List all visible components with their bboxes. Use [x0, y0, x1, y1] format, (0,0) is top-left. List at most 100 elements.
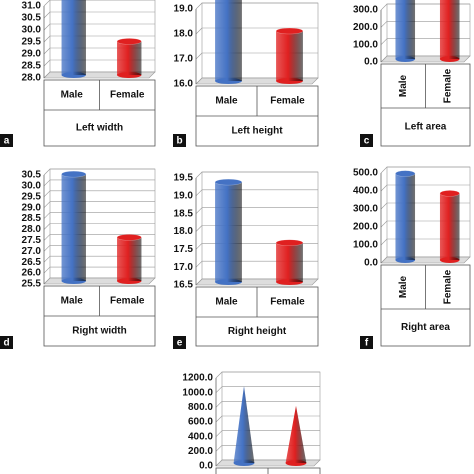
y-tick-label: 28.0	[22, 224, 42, 235]
bar	[117, 237, 142, 281]
grid-line-side	[43, 212, 51, 219]
grid-line-side	[215, 459, 223, 467]
grid-line-side	[380, 55, 388, 63]
y-tick-label: 27.5	[22, 235, 42, 246]
x-tick-label: Female	[110, 90, 145, 101]
y-tick-label: 300.0	[353, 204, 378, 215]
panel-label-box	[173, 134, 186, 147]
grid-line-side	[43, 277, 51, 285]
bar	[439, 0, 460, 59]
y-tick-label: 28.0	[22, 73, 42, 84]
grid-line-side	[195, 207, 203, 214]
bar-top	[214, 178, 243, 186]
grid-line-side	[380, 21, 388, 28]
grid-line-side	[215, 401, 223, 408]
grid-line-side	[215, 430, 223, 437]
y-tick-label: 30.0	[22, 25, 42, 36]
panel-label-box	[360, 336, 373, 349]
grid-line-side	[43, 245, 51, 252]
grid-line-side	[380, 220, 388, 228]
y-tick-label: 28.5	[22, 61, 42, 72]
grid-line-side	[195, 2, 203, 10]
grid-line-side	[43, 0, 51, 7]
bar-top	[61, 170, 87, 178]
y-tick-label: 0.0	[199, 461, 213, 472]
grid-line-side	[215, 386, 223, 393]
y-tick-label: 19.5	[174, 173, 194, 184]
grid-line-side	[195, 27, 203, 35]
y-tick-label: 18.5	[174, 208, 194, 219]
y-tick-label: 19.0	[174, 190, 194, 201]
y-tick-label: 0.0	[364, 258, 378, 269]
bar-top	[275, 239, 304, 247]
y-tick-label: 29.5	[22, 191, 42, 202]
y-tick-label: 19.0	[174, 4, 194, 15]
panel-label: e	[177, 338, 183, 349]
grid-line-side	[380, 38, 388, 45]
grid-line-side	[43, 266, 51, 274]
bar	[61, 0, 86, 75]
cone	[233, 386, 255, 463]
y-tick-label: 17.0	[174, 262, 194, 273]
grid-line-side	[215, 371, 223, 379]
panel-title: Left width	[76, 123, 123, 134]
bar-top	[439, 190, 460, 197]
grid-line-side	[43, 190, 51, 198]
grid-line-side	[43, 23, 51, 31]
cone	[285, 405, 307, 463]
y-tick-label: 27.0	[22, 246, 42, 257]
y-tick-label: 16.5	[174, 280, 194, 291]
y-tick-label: 17.0	[174, 54, 194, 65]
y-tick-label: 800.0	[188, 402, 213, 413]
y-tick-label: 30.5	[22, 13, 42, 24]
x-tick-label: Female	[442, 269, 453, 304]
y-tick-label: 16.0	[174, 79, 194, 90]
y-tick-label: 400.0	[188, 431, 213, 442]
x-tick-label: Male	[215, 297, 238, 308]
grid-line-side	[43, 223, 51, 230]
y-tick-label: 17.5	[174, 244, 194, 255]
panel-label-box	[173, 336, 186, 349]
x-tick-label: Female	[442, 68, 453, 103]
grid-line-side	[43, 234, 51, 241]
panel-title: Left height	[231, 126, 283, 137]
bar-top	[116, 38, 142, 45]
grid-line-side	[43, 201, 51, 208]
y-tick-label: 25.5	[22, 279, 42, 290]
grid-line-side	[195, 77, 203, 85]
grid-line-side	[195, 278, 203, 286]
grid-line-side	[43, 11, 51, 19]
bar	[117, 41, 142, 75]
y-tick-label: 100.0	[353, 240, 378, 251]
grid-line-side	[195, 171, 203, 179]
y-tick-label: 1000.0	[182, 387, 213, 398]
panel-title: Left area	[405, 122, 447, 133]
grid-line-side	[195, 243, 203, 250]
grid-line-side	[215, 445, 223, 452]
panel-label: c	[364, 136, 370, 147]
bar	[61, 174, 86, 281]
x-tick-label: Male	[398, 275, 409, 298]
bar-top	[275, 27, 304, 35]
grid-line-side	[43, 59, 51, 67]
y-tick-label: 200.0	[353, 222, 378, 233]
panel-title: Right area	[401, 322, 450, 333]
y-tick-label: 31.0	[22, 1, 42, 12]
bar-top	[395, 170, 416, 177]
panel-label: d	[3, 338, 9, 349]
y-tick-label: 400.0	[353, 186, 378, 197]
panel-title: Right height	[228, 326, 287, 337]
bar	[215, 182, 242, 282]
panel-label: b	[176, 136, 182, 147]
y-tick-label: 18.0	[174, 226, 194, 237]
y-tick-label: 29.0	[22, 202, 42, 213]
x-tick-label: Female	[110, 296, 145, 307]
grid-line-side	[195, 225, 203, 232]
bar	[215, 0, 242, 81]
panel-label-box	[0, 336, 13, 349]
y-tick-label: 100.0	[353, 39, 378, 50]
x-tick-label: Male	[61, 296, 84, 307]
bar-top	[116, 234, 142, 241]
x-tick-label: Male	[398, 74, 409, 97]
